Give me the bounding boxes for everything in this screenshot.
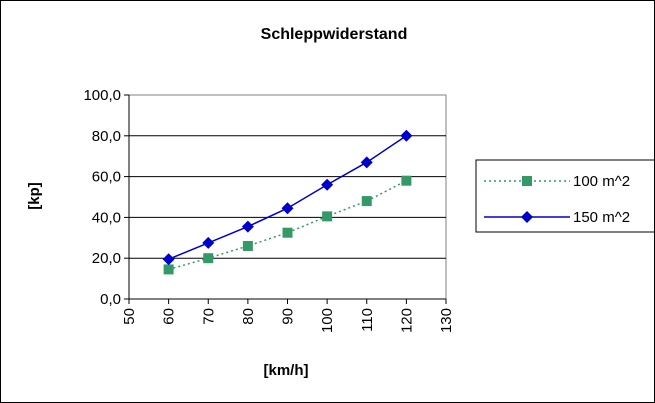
data-point <box>401 175 412 186</box>
series-layer <box>162 129 413 275</box>
plot-area <box>128 94 447 300</box>
x-tick-label: 90 <box>280 308 297 325</box>
data-point <box>281 202 294 215</box>
legend-label: 150 m^2 <box>573 209 630 226</box>
data-point <box>202 236 215 249</box>
y-tick-label: 80,0 <box>92 128 121 145</box>
x-tick-label: 100 <box>319 308 336 333</box>
legend-marker <box>521 211 533 223</box>
data-point <box>241 220 254 233</box>
gridlines <box>129 135 446 259</box>
data-point <box>360 156 373 169</box>
y-tick-label: 60,0 <box>92 169 121 186</box>
legend-marker <box>522 176 532 186</box>
data-point <box>321 178 334 191</box>
y-tick-label: 20,0 <box>92 250 121 267</box>
x-tick-label: 70 <box>200 308 217 325</box>
y-tick-label: 100,0 <box>83 87 121 104</box>
x-axis-title: [km/h] <box>264 362 309 379</box>
legend-box <box>475 159 654 233</box>
chart-title: Schleppwiderstand <box>261 26 408 43</box>
data-point <box>361 196 372 207</box>
axes: 0,0 20,0 40,0 60,0 80,0 100,0 50 60 70 80 90 100 110… <box>83 87 455 333</box>
data-point <box>163 264 174 275</box>
x-tick-label: 50 <box>121 308 138 325</box>
data-point <box>400 129 413 142</box>
y-tick-label: 0,0 <box>100 291 121 308</box>
data-point <box>322 211 333 222</box>
y-tick-label: 40,0 <box>92 209 121 226</box>
x-tick-label: 80 <box>240 308 257 325</box>
legend: 100 m^2 150 m^2 <box>475 159 654 233</box>
y-axis-title: [kp] <box>26 182 43 210</box>
data-point <box>282 227 293 238</box>
x-tick-label: 110 <box>359 308 376 332</box>
x-tick-label: 120 <box>398 308 415 333</box>
data-point <box>162 253 175 266</box>
x-tick-label: 130 <box>438 308 455 333</box>
data-point <box>203 253 214 264</box>
x-tick-label: 60 <box>161 308 178 325</box>
legend-label: 100 m^2 <box>573 173 630 190</box>
data-point <box>242 240 253 251</box>
